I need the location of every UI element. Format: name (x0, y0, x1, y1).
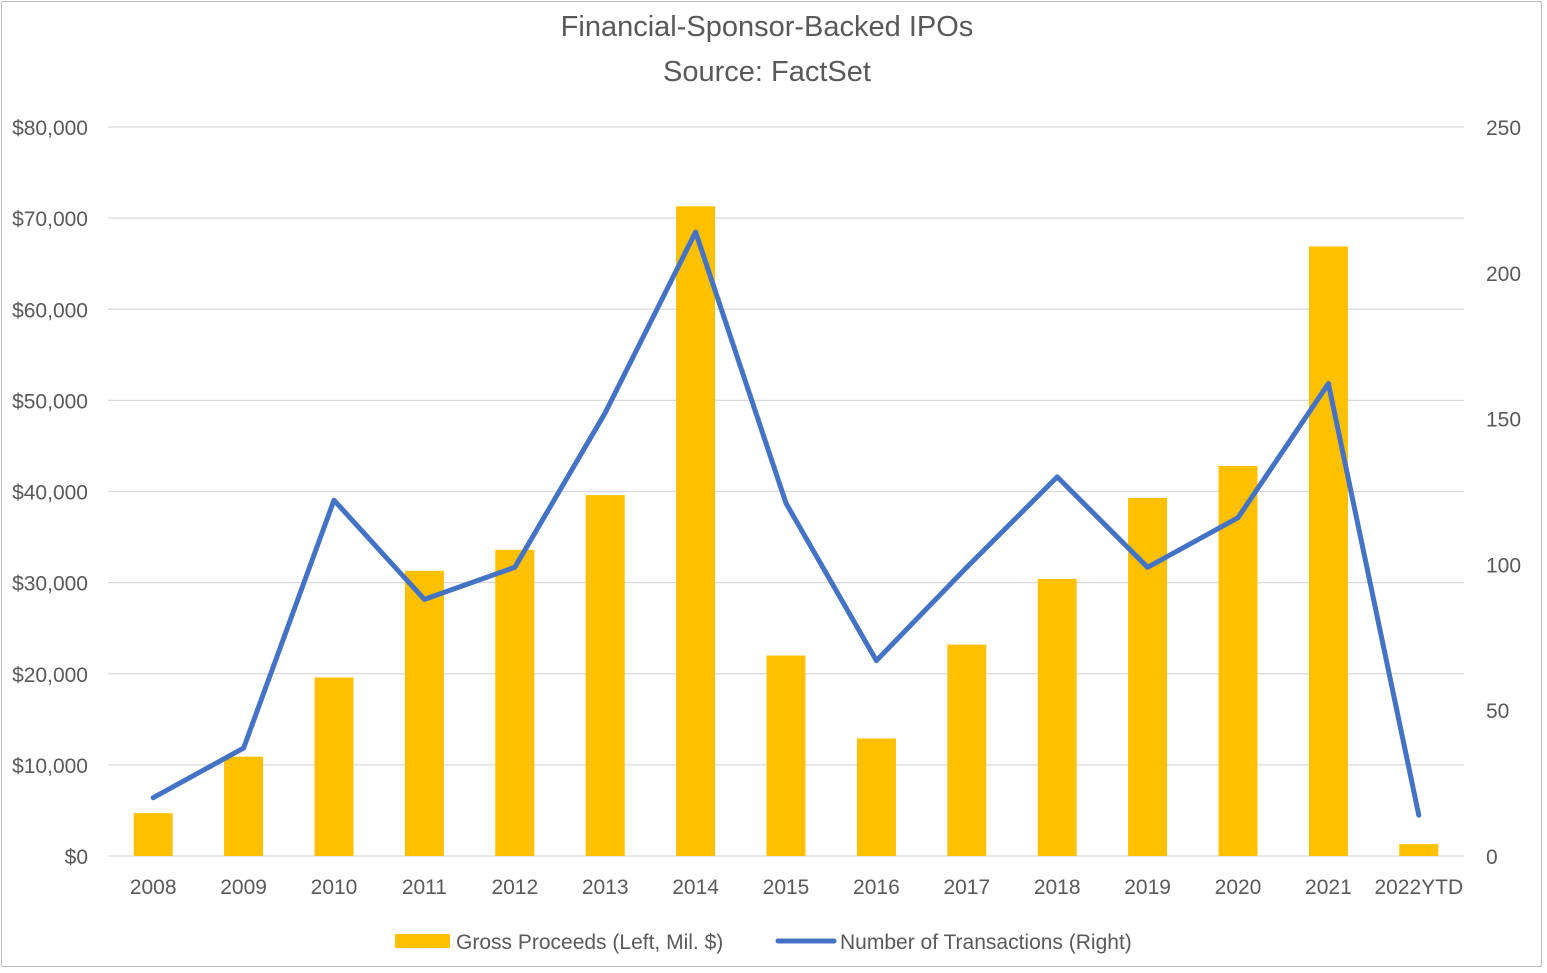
left-tick-label: $30,000 (12, 573, 88, 596)
right-tick-label: 250 (1486, 117, 1521, 140)
bar (857, 738, 896, 856)
left-tick-label: $70,000 (12, 208, 88, 231)
x-tick-label: 2010 (311, 876, 358, 899)
legend-swatch-bar (395, 934, 450, 948)
bar (134, 813, 173, 856)
x-tick-label: 2021 (1305, 876, 1352, 899)
bar (1399, 844, 1438, 856)
x-axis: 2008 2009 2010 2011 2012 2013 2014 2015 2016 2017… (130, 876, 1463, 899)
bar (947, 645, 986, 856)
bar (224, 757, 263, 856)
x-tick-label: 2019 (1124, 876, 1171, 899)
legend: Gross Proceeds (Left, Mil. $) Number of T… (395, 931, 1132, 954)
chart-title: Financial-Sponsor-Backed IPOs (561, 11, 974, 43)
bar (405, 571, 444, 856)
bar (315, 677, 354, 856)
chart-subtitle: Source: FactSet (663, 56, 871, 88)
left-tick-label: $40,000 (12, 482, 88, 505)
bar-series (134, 206, 1439, 856)
x-tick-label: 2009 (220, 876, 267, 899)
x-tick-label: 2016 (853, 876, 900, 899)
x-tick-label: 2015 (763, 876, 810, 899)
right-axis: 0 50 100 150 200 250 (1486, 117, 1521, 869)
right-tick-label: 50 (1486, 700, 1509, 723)
right-tick-label: 150 (1486, 409, 1521, 432)
x-tick-label: 2014 (672, 876, 719, 899)
left-tick-label: $50,000 (12, 390, 88, 413)
x-tick-label: 2022YTD (1374, 876, 1463, 899)
bar (495, 550, 534, 856)
legend-label-transactions: Number of Transactions (Right) (840, 931, 1132, 954)
x-tick-label: 2017 (943, 876, 990, 899)
x-tick-label: 2013 (582, 876, 629, 899)
left-tick-label: $20,000 (12, 664, 88, 687)
x-tick-label: 2012 (491, 876, 538, 899)
x-tick-label: 2008 (130, 876, 177, 899)
left-tick-label: $80,000 (12, 117, 88, 140)
left-tick-label: $0 (65, 846, 88, 869)
left-tick-label: $10,000 (12, 755, 88, 778)
right-tick-label: 100 (1486, 554, 1521, 577)
right-tick-label: 0 (1486, 846, 1498, 869)
x-tick-label: 2018 (1034, 876, 1081, 899)
left-tick-label: $60,000 (12, 299, 88, 322)
bar (1309, 246, 1348, 856)
x-tick-label: 2011 (402, 876, 447, 899)
bar (1038, 579, 1077, 856)
bar (767, 656, 806, 856)
left-axis: $0 $10,000 $20,000 $30,000 $40,000 $50,000 $60… (12, 117, 88, 869)
legend-label-gross-proceeds: Gross Proceeds (Left, Mil. $) (456, 931, 723, 954)
bar (586, 495, 625, 856)
right-tick-label: 200 (1486, 263, 1521, 286)
bar (676, 206, 715, 856)
x-tick-label: 2020 (1215, 876, 1262, 899)
